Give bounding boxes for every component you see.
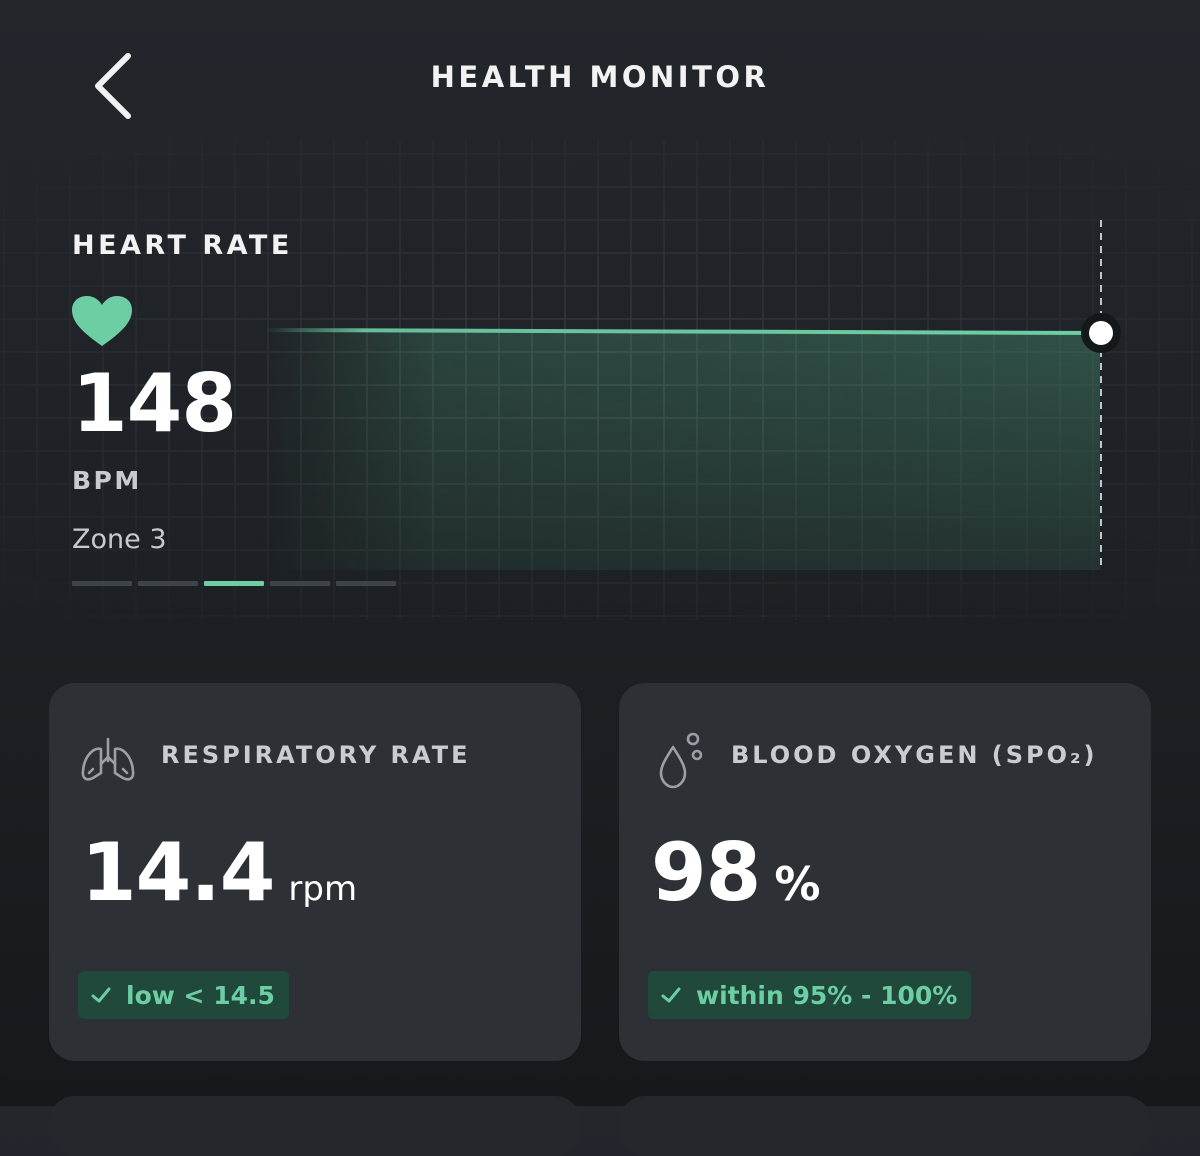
zone-segment-2: [138, 581, 198, 586]
respiratory-rate-value-row: 14.4 rpm: [81, 833, 357, 913]
back-button[interactable]: [78, 44, 150, 128]
blood-oxygen-status-text: within 95% - 100%: [696, 980, 958, 1010]
zone-segment-5: [336, 581, 396, 586]
respiratory-rate-value: 14.4: [81, 826, 275, 919]
next-card-left[interactable]: [49, 1096, 581, 1156]
respiratory-rate-card[interactable]: RESPIRATORY RATE 14.4 rpm low < 14.5: [49, 683, 581, 1061]
blood-oxygen-title: BLOOD OXYGEN (SPO₂): [731, 741, 1098, 769]
heart-rate-section: HEART RATE 148 BPM Zone 3: [0, 140, 1200, 620]
chevron-left-icon: [95, 53, 131, 119]
page-title: HEALTH MONITOR: [430, 60, 770, 94]
heart-icon: [72, 296, 132, 346]
blood-oxygen-unit: %: [774, 857, 821, 911]
next-card-right[interactable]: [619, 1096, 1151, 1156]
heart-rate-value: 148: [72, 357, 237, 450]
zone-segment-4: [270, 581, 330, 586]
respiratory-rate-title: RESPIRATORY RATE: [161, 741, 471, 769]
heart-rate-unit: BPM: [72, 466, 142, 495]
heart-rate-zone: Zone 3: [72, 524, 167, 555]
respiratory-status-text: low < 14.5: [126, 980, 275, 1010]
lungs-icon: [81, 737, 135, 781]
heart-rate-chart: [0, 140, 1200, 620]
blood-oxygen-value-row: 98 %: [651, 833, 820, 913]
blood-oxygen-status-badge: within 95% - 100%: [648, 971, 972, 1019]
zone-segment-1: [72, 581, 132, 586]
zone-segment-3: [204, 581, 264, 586]
zone-indicator: [72, 581, 396, 587]
droplet-icon: [659, 732, 703, 789]
check-icon: [661, 987, 681, 1003]
check-icon: [91, 987, 111, 1003]
blood-oxygen-value: 98: [651, 826, 761, 919]
respiratory-rate-unit: rpm: [288, 869, 358, 909]
blood-oxygen-card[interactable]: BLOOD OXYGEN (SPO₂) 98 % within 95% - 10…: [619, 683, 1151, 1061]
heart-rate-label: HEART RATE: [72, 230, 293, 261]
respiratory-status-badge: low < 14.5: [78, 971, 289, 1019]
